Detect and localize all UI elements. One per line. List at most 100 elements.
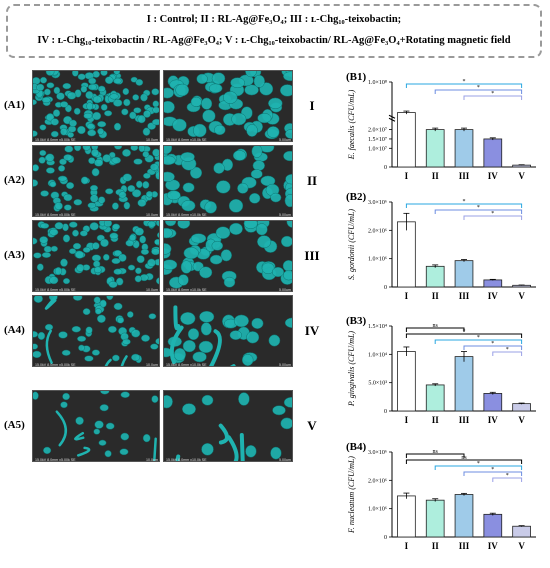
chart-panel-label: (B4) bbox=[346, 441, 367, 453]
y-tick-label: 0 bbox=[384, 285, 387, 291]
y-tick-label: 0 bbox=[384, 165, 387, 171]
bar bbox=[425, 265, 445, 288]
sem-caption: 15.0kV 8.0mm x5.00k SE bbox=[35, 213, 76, 217]
y-tick-label: 1.0×10⁸ bbox=[368, 80, 387, 86]
bar bbox=[397, 351, 416, 412]
chart-panel: (B1) E. faecalis (CFU/mL) 0 1.0×10⁷ 1.5×10⁷ 2… bbox=[340, 70, 550, 185]
y-tick-label: 0 bbox=[384, 535, 387, 541]
significance-label: * bbox=[463, 79, 466, 85]
sem-row-label: (A4) bbox=[4, 324, 25, 336]
significance-bracket bbox=[405, 453, 465, 458]
sem-caption: 15.0kV 8.0mm x5.00k SE bbox=[35, 288, 76, 292]
sem-caption: 15.0kV 8.0mm x5.00k SE bbox=[35, 458, 76, 462]
axis-break bbox=[388, 117, 396, 122]
sem-caption: 15.0kV 8.0mm x10.0k SE bbox=[166, 458, 207, 462]
bar bbox=[483, 393, 503, 412]
x-tick-label: I bbox=[405, 541, 409, 551]
sem-image-right: 15.0kV 8.0mm x10.0k SE 5.00um bbox=[163, 70, 293, 142]
y-tick-label: 3.0×10⁶ bbox=[368, 450, 387, 456]
sem-scale-label: 10.0um bbox=[146, 458, 158, 462]
sem-scale-label: 5.00um bbox=[279, 458, 291, 462]
bar bbox=[483, 138, 503, 168]
x-tick-label: II bbox=[432, 415, 440, 425]
significance-label: * bbox=[477, 85, 480, 91]
chart-panel-label: (B2) bbox=[346, 191, 367, 203]
sem-caption: 15.0kV 8.0mm x5.00k SE bbox=[35, 363, 76, 367]
bar bbox=[454, 260, 474, 288]
significance-bracket bbox=[463, 95, 523, 100]
x-tick-label: IV bbox=[488, 541, 499, 551]
y-tick-label: 1.0×10⁷ bbox=[368, 146, 387, 152]
sem-image-left: 15.0kV 8.0mm x5.00k SE 10.0um bbox=[32, 295, 160, 367]
bar bbox=[483, 279, 503, 288]
x-tick-label: V bbox=[518, 171, 525, 181]
x-tick-label: V bbox=[518, 291, 525, 301]
y-tick-label: 1.5×10⁴ bbox=[368, 324, 387, 330]
y-tick-label: 2.0×10⁶ bbox=[368, 478, 387, 484]
sem-image-right: 15.0kV 8.0mm x10.0k SE 5.00um bbox=[163, 220, 293, 292]
x-tick-label: V bbox=[518, 415, 525, 425]
x-tick-label: III bbox=[459, 291, 470, 301]
y-tick-label: 5.0×10³ bbox=[368, 381, 387, 387]
sem-group-label: IV bbox=[304, 323, 320, 338]
legend-line-1: I : Control; II : RL-Ag@Fe₃O₄; III : ʟ-C… bbox=[146, 14, 402, 25]
sem-scale-label: 10.0um bbox=[146, 288, 158, 292]
sem-group-label: III bbox=[304, 248, 320, 263]
y-tick-label: 1.5×10⁷ bbox=[368, 137, 387, 143]
sem-image-right: 15.0kV 8.0mm x10.0k SE 5.00um bbox=[163, 145, 293, 217]
significance-label: * bbox=[477, 461, 480, 467]
significance-bracket bbox=[405, 333, 523, 338]
x-tick-label: II bbox=[432, 291, 440, 301]
y-tick-label: 0 bbox=[384, 409, 387, 415]
sem-image-left: 15.0kV 8.0mm x5.00k SE 10.0um bbox=[32, 145, 160, 217]
significance-label: * bbox=[491, 467, 494, 473]
bar bbox=[454, 129, 474, 168]
bar bbox=[425, 384, 445, 412]
x-tick-label: II bbox=[432, 171, 440, 181]
significance-label: * bbox=[506, 347, 509, 353]
y-tick-label: 2.0×10⁶ bbox=[368, 228, 387, 234]
sem-caption: 15.0kV 8.0mm x10.0k SE bbox=[166, 213, 207, 217]
bar bbox=[397, 495, 416, 538]
sem-caption: 15.0kV 8.0mm x5.00k SE bbox=[35, 138, 76, 142]
bar bbox=[397, 221, 416, 288]
sem-group-label: II bbox=[306, 173, 318, 188]
sem-row-label: (A2) bbox=[4, 174, 25, 186]
significance-bracket bbox=[492, 351, 523, 356]
x-tick-label: I bbox=[405, 415, 409, 425]
bar bbox=[454, 494, 474, 538]
significance-label: ns bbox=[433, 449, 439, 455]
significance-label: ns bbox=[461, 455, 467, 461]
x-tick-label: II bbox=[432, 541, 440, 551]
sem-scale-label: 5.00um bbox=[279, 363, 291, 367]
sem-image-left: 15.0kV 8.0mm x5.00k SE 10.0um bbox=[32, 390, 160, 462]
sem-row-label: (A1) bbox=[4, 99, 25, 111]
significance-label: * bbox=[491, 211, 494, 217]
significance-bracket bbox=[405, 459, 523, 464]
significance-bracket bbox=[405, 203, 523, 208]
significance-bracket bbox=[405, 327, 465, 332]
chart-panel: (B3) P. gingivalis (CFU/mL) 0 5.0×10³ 1.0×10… bbox=[340, 314, 550, 429]
significance-bracket bbox=[434, 209, 523, 214]
y-tick-label: 1.0×10⁶ bbox=[368, 507, 387, 513]
sem-image-right: 15.0kV 8.0mm x10.0k SE 5.00um bbox=[163, 295, 293, 367]
significance-label: * bbox=[463, 199, 466, 205]
x-tick-label: V bbox=[518, 541, 525, 551]
sem-scale-label: 5.00um bbox=[279, 138, 291, 142]
chart-panel-label: (B1) bbox=[346, 71, 367, 83]
significance-bracket bbox=[434, 339, 523, 344]
bar bbox=[397, 112, 416, 168]
sem-scale-label: 10.0um bbox=[146, 138, 158, 142]
bar bbox=[454, 356, 474, 412]
significance-bracket bbox=[463, 215, 523, 220]
sem-scale-label: 10.0um bbox=[146, 363, 158, 367]
sem-scale-label: 5.00um bbox=[279, 213, 291, 217]
x-tick-label: I bbox=[405, 171, 409, 181]
bar bbox=[512, 525, 531, 538]
sem-caption: 15.0kV 8.0mm x10.0k SE bbox=[166, 288, 207, 292]
sem-row-label: (A5) bbox=[4, 419, 25, 431]
x-tick-label: IV bbox=[488, 291, 499, 301]
significance-bracket bbox=[463, 345, 523, 350]
sem-group-label: V bbox=[307, 418, 317, 433]
significance-bracket bbox=[463, 471, 523, 476]
